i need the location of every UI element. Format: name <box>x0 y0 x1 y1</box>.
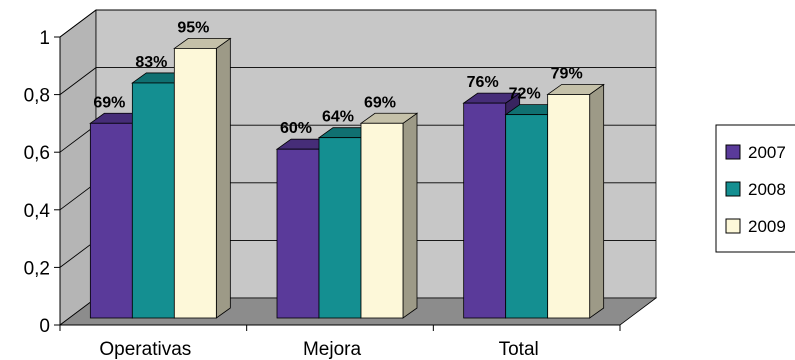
bar-front <box>173 48 217 319</box>
y-tick-label: 0,8 <box>24 86 50 107</box>
bar-front <box>131 82 175 319</box>
data-labels: 69% 83% 95% 60% 64% 69% 76% 72% 79% <box>93 19 582 137</box>
data-label: 95% <box>177 19 209 36</box>
bar <box>546 83 605 319</box>
bar-front <box>505 114 549 319</box>
data-label: 72% <box>509 86 541 103</box>
category-label: Mejora <box>303 339 362 360</box>
category-label: Total <box>499 339 539 360</box>
bar-front <box>276 148 320 319</box>
data-label: 79% <box>551 65 583 82</box>
data-label: 76% <box>467 74 499 91</box>
legend-label: 2009 <box>748 217 786 236</box>
axes: 0 0,2 0,4 0,6 0,8 1 Operativas Mejora Total <box>24 28 621 360</box>
bars <box>89 37 605 319</box>
y-tick-label: 1 <box>39 28 50 49</box>
legend-item: 2009 <box>725 217 786 236</box>
bar-side <box>402 112 418 319</box>
bar-front <box>318 137 362 319</box>
y-tick-label: 0,6 <box>24 143 50 164</box>
legend-item: 2008 <box>725 180 786 199</box>
gridline <box>59 67 656 95</box>
category-label: Operativas <box>99 339 191 360</box>
bar-front <box>463 102 507 319</box>
legend-label: 2007 <box>748 143 786 162</box>
y-tick-label: 0 <box>39 316 50 337</box>
bar-side <box>215 37 231 319</box>
gridline <box>59 9 656 38</box>
bar-front <box>89 122 133 319</box>
y-tick-label: 0,2 <box>24 258 50 279</box>
legend-item: 2007 <box>725 143 786 162</box>
y-tick-label: 0,4 <box>24 201 51 222</box>
data-label: 83% <box>135 54 167 71</box>
legend-swatch <box>725 181 741 197</box>
data-label: 69% <box>93 94 125 111</box>
data-label: 64% <box>322 109 354 126</box>
bar-side <box>589 83 605 319</box>
legend-swatch <box>725 144 741 160</box>
bar-front <box>547 94 591 319</box>
bar-front <box>360 122 404 319</box>
legend-swatch <box>725 218 741 234</box>
data-label: 69% <box>364 94 396 111</box>
legend-label: 2008 <box>748 180 786 199</box>
legend: 2007 2008 2009 <box>715 124 795 253</box>
bar <box>173 37 232 319</box>
bar <box>359 112 419 319</box>
data-label: 60% <box>280 120 312 137</box>
